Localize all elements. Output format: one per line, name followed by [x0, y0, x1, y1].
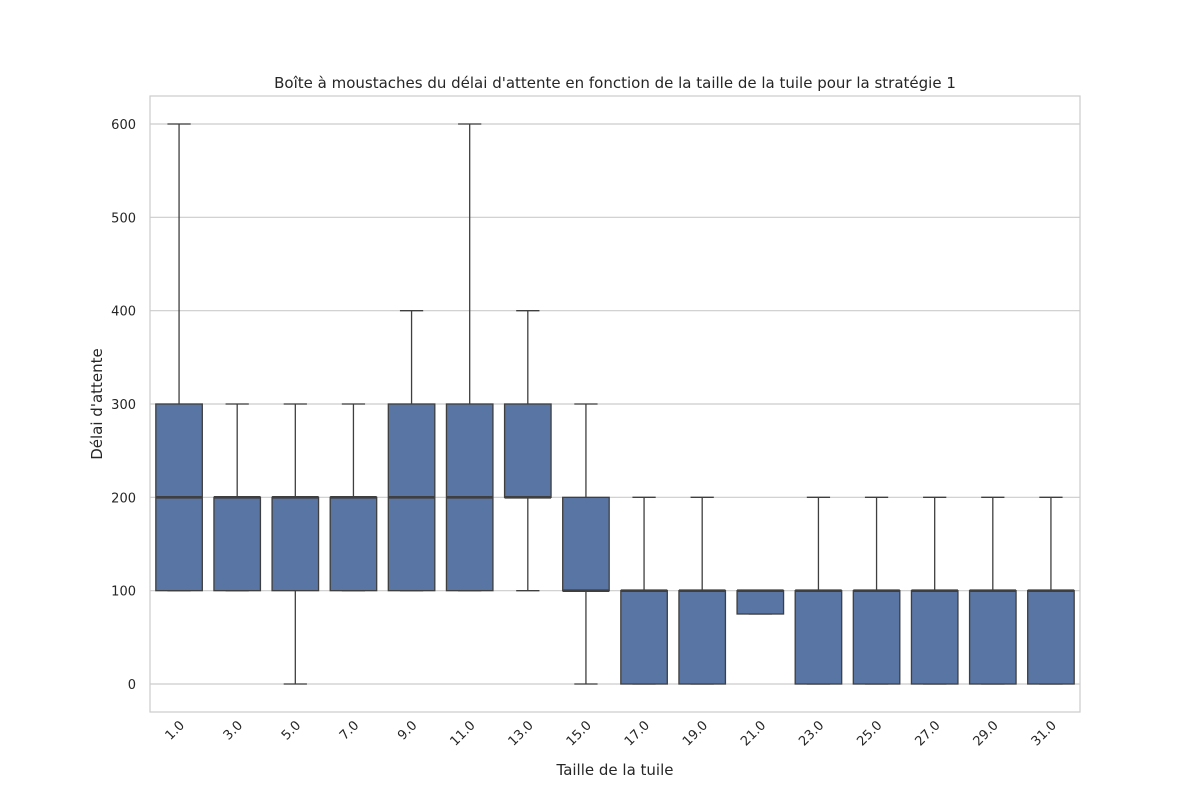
- y-tick-label-100: 100: [111, 585, 136, 600]
- box-3.0: [213, 496, 262, 592]
- box-15.0: [562, 496, 610, 592]
- box-19.0: [678, 590, 727, 685]
- y-tick-label-600: 600: [111, 118, 136, 133]
- y-tick-label-200: 200: [111, 491, 136, 506]
- box-25.0: [852, 590, 901, 685]
- x-tick-label-9.0: 9.0: [395, 718, 420, 743]
- y-tick-labels: 0 100 200 300 400 500 600: [111, 118, 136, 693]
- x-tick-label-23.0: 23.0: [796, 718, 827, 749]
- box-31.0: [1027, 590, 1075, 685]
- x-tick-label-25.0: 25.0: [854, 718, 885, 749]
- y-tick-label-500: 500: [111, 211, 136, 226]
- plot-frame: [149, 95, 1081, 713]
- x-tick-label-7.0: 7.0: [337, 718, 362, 743]
- x-tick-label-5.0: 5.0: [279, 718, 304, 743]
- y-axis-label: Délai d'attente: [88, 348, 106, 460]
- box-5.0: [271, 496, 320, 592]
- x-tick-label-17.0: 17.0: [622, 718, 653, 749]
- box-21.0: [736, 590, 785, 615]
- x-tick-label-31.0: 31.0: [1029, 718, 1060, 749]
- x-tick-label-19.0: 19.0: [680, 718, 711, 749]
- box-7.0: [329, 496, 378, 592]
- x-tick-label-21.0: 21.0: [738, 718, 769, 749]
- y-tick-label-0: 0: [128, 678, 136, 693]
- box-13.0: [503, 403, 552, 498]
- x-tick-label-15.0: 15.0: [564, 718, 595, 749]
- box-27.0: [910, 590, 959, 685]
- box-series: [155, 123, 1075, 685]
- x-axis-label: Taille de la tuile: [556, 761, 674, 779]
- x-tick-label-3.0: 3.0: [221, 718, 246, 743]
- x-tick-label-27.0: 27.0: [912, 718, 943, 749]
- x-tick-label-11.0: 11.0: [447, 718, 478, 749]
- y-tick-label-400: 400: [111, 305, 136, 320]
- y-tick-label-300: 300: [111, 398, 136, 413]
- chart-title: Boîte à moustaches du délai d'attente en…: [274, 74, 956, 92]
- box-17.0: [620, 590, 668, 685]
- box-29.0: [968, 590, 1017, 685]
- x-tick-labels: 1.0 3.0 5.0 7.0 9.0 11.0 13.0 15.0 17.0 19.0 21.0 2…: [163, 718, 1060, 749]
- box-23.0: [794, 590, 843, 685]
- x-tick-label-29.0: 29.0: [971, 718, 1002, 749]
- x-tick-label-1.0: 1.0: [163, 718, 188, 743]
- x-tick-label-13.0: 13.0: [506, 718, 537, 749]
